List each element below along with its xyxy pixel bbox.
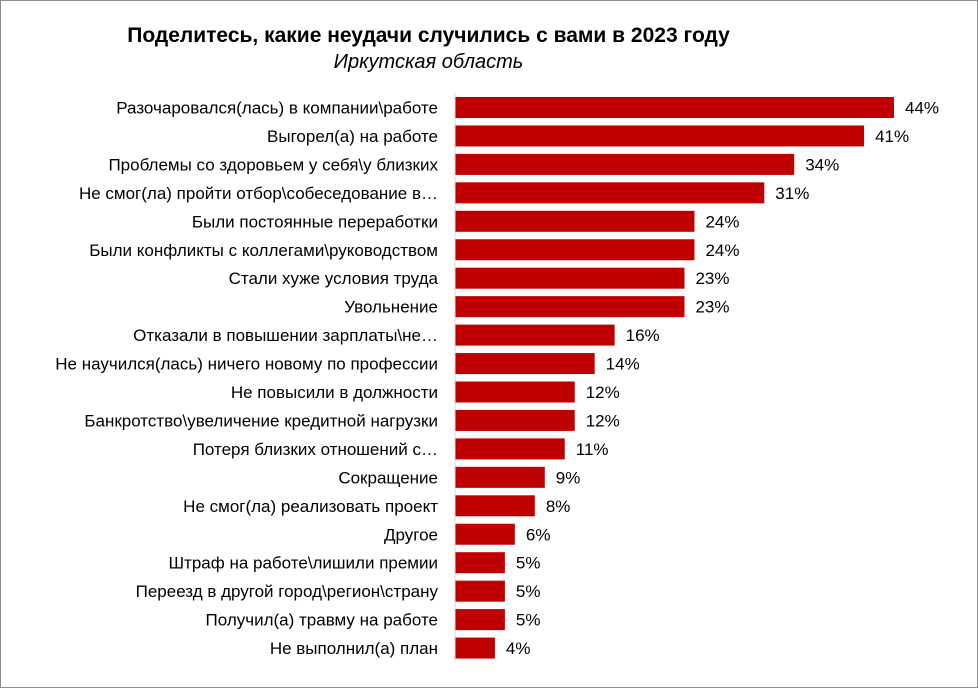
category-label-16: Другое — [384, 525, 438, 544]
chart-title: Поделитесь, какие неудачи случились с ва… — [127, 24, 730, 47]
category-label-18: Переезд в другой город\регион\страну — [136, 582, 439, 601]
bar-2 — [455, 125, 865, 147]
value-label-14: 9% — [556, 468, 581, 487]
bar-16 — [455, 523, 515, 545]
value-label-1: 44% — [905, 99, 939, 118]
category-label-9: Отказали в повышении зарплаты\не… — [133, 326, 438, 345]
category-label-17: Штраф на работе\лишили премии — [168, 554, 438, 573]
value-label-11: 12% — [586, 383, 620, 402]
value-labels-group: 44% 41% 34% 31% 24% 24% 23% 23% 16% 14% 12% 12% 11% 9… — [506, 99, 939, 659]
bar-12 — [455, 409, 575, 431]
category-labels-group: Разочаровался(лась) в компании\работе Выг… — [55, 99, 438, 659]
value-label-17: 5% — [516, 554, 541, 573]
value-label-8: 23% — [695, 298, 729, 317]
value-label-18: 5% — [516, 582, 541, 601]
chart-subtitle: Иркутская область — [333, 51, 524, 73]
value-label-15: 8% — [546, 497, 571, 516]
bar-17 — [455, 552, 505, 574]
value-label-9: 16% — [626, 326, 660, 345]
category-label-14: Сокращение — [338, 468, 438, 487]
bar-11 — [455, 381, 575, 403]
bar-9 — [455, 324, 615, 346]
bar-14 — [455, 466, 545, 488]
category-label-15: Не смог(ла) реализовать проект — [183, 497, 438, 516]
category-label-3: Проблемы со здоровьем у себя\у близких — [108, 155, 438, 174]
value-label-3: 34% — [805, 155, 839, 174]
value-label-4: 31% — [775, 184, 809, 203]
category-label-5: Были постоянные переработки — [192, 212, 438, 231]
value-label-6: 24% — [705, 241, 739, 260]
category-label-6: Были конфликты с коллегами\руководством — [89, 241, 438, 260]
value-label-2: 41% — [875, 127, 909, 146]
bar-1 — [455, 97, 894, 118]
bar-10 — [455, 353, 595, 375]
value-label-7: 23% — [695, 269, 729, 288]
bar-7 — [455, 267, 685, 289]
bar-3 — [455, 153, 795, 175]
category-label-2: Выгорел(а) на работе — [267, 127, 438, 146]
category-label-4: Не смог(ла) пройти отбор\собеседование в… — [79, 184, 438, 203]
value-label-13: 11% — [576, 440, 609, 459]
bars-group — [455, 97, 894, 659]
bar-5 — [455, 210, 695, 232]
category-label-1: Разочаровался(лась) в компании\работе — [116, 99, 438, 118]
category-label-13: Потеря близких отношений с… — [193, 440, 438, 459]
bar-4 — [455, 182, 765, 204]
value-label-10: 14% — [606, 355, 640, 374]
category-label-11: Не повысили в должности — [231, 383, 438, 402]
bar-19 — [455, 609, 505, 631]
value-label-5: 24% — [705, 212, 739, 231]
bar-20 — [455, 637, 495, 659]
bar-15 — [455, 495, 535, 517]
value-label-12: 12% — [586, 411, 620, 430]
value-label-16: 6% — [526, 525, 551, 544]
category-label-8: Увольнение — [344, 298, 438, 317]
category-label-10: Не научился(лась) ничего новому по профе… — [55, 355, 438, 374]
category-label-12: Банкротство\увеличение кредитной нагрузк… — [84, 411, 438, 430]
category-label-19: Получил(а) травму на работе — [206, 611, 438, 630]
bar-6 — [455, 239, 695, 261]
bar-8 — [455, 296, 685, 318]
bar-18 — [455, 580, 505, 602]
value-label-20: 4% — [506, 639, 531, 658]
value-label-19: 5% — [516, 611, 541, 630]
bar-13 — [455, 438, 565, 460]
category-label-20: Не выполнил(а) план — [270, 639, 438, 658]
category-label-7: Стали хуже условия труда — [229, 269, 439, 288]
